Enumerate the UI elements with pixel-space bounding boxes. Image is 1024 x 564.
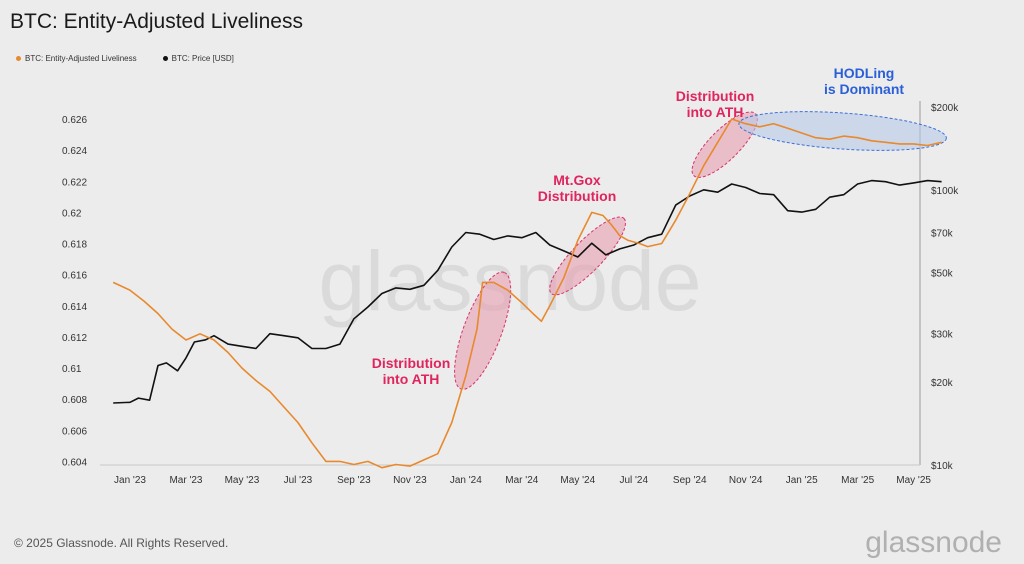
annotation-label-2-line-1: into ATH (687, 104, 744, 120)
annotation-label-3-line-0: HODLing (834, 65, 895, 81)
y-left-tick-label-8: 0.62 (62, 208, 82, 219)
annotation-label-1-line-0: Mt.Gox (553, 172, 601, 188)
annotation-label-0-line-0: Distribution (372, 355, 451, 371)
legend-label-liveliness: BTC: Entity-Adjusted Liveliness (25, 54, 137, 63)
y-left-tick-label-2: 0.608 (62, 395, 87, 406)
y-right-tick-label-4: $70k (931, 228, 954, 239)
x-tick-label-14: May '25 (896, 475, 931, 486)
copyright-text: © 2025 Glassnode. All Rights Reserved. (14, 536, 229, 550)
legend: BTC: Entity-Adjusted Liveliness BTC: Pri… (16, 54, 234, 63)
annotation-label-3-line-1: is Dominant (824, 81, 904, 97)
annotation-label-1-line-1: Distribution (538, 188, 617, 204)
y-right-tick-label-2: $30k (931, 330, 954, 341)
x-tick-label-3: Jul '23 (284, 475, 313, 486)
y-left-tick-label-6: 0.616 (62, 271, 87, 282)
x-tick-label-7: Mar '24 (505, 475, 538, 486)
y-right-tick-label-3: $50k (931, 269, 954, 280)
x-tick-label-10: Sep '24 (673, 475, 707, 486)
legend-dot-price (162, 56, 168, 61)
legend-label-price: BTC: Price [USD] (171, 54, 234, 63)
brand-logo-text: glassnode (865, 526, 1002, 559)
y-left-tick-label-9: 0.622 (62, 177, 87, 188)
y-left-tick-label-3: 0.61 (62, 364, 82, 375)
x-tick-label-5: Nov '23 (393, 475, 427, 486)
x-tick-label-12: Jan '25 (786, 475, 818, 486)
y-left-tick-label-4: 0.612 (62, 333, 87, 344)
x-tick-label-11: Nov '24 (729, 475, 763, 486)
y-left-tick-label-0: 0.604 (62, 457, 87, 468)
y-right-tick-label-1: $20k (931, 378, 954, 389)
x-tick-label-1: Mar '23 (169, 475, 202, 486)
highlight-ellipse-0 (454, 271, 512, 390)
y-right-tick-label-5: $100k (931, 186, 959, 197)
x-tick-label-13: Mar '25 (841, 475, 874, 486)
legend-item-liveliness[interactable]: BTC: Entity-Adjusted Liveliness (16, 54, 137, 63)
chart-title: BTC: Entity-Adjusted Liveliness (10, 10, 303, 33)
series-line-price (113, 179, 942, 404)
y-left-tick-label-5: 0.614 (62, 302, 87, 313)
x-tick-label-4: Sep '23 (337, 475, 371, 486)
series-line-liveliness (112, 118, 942, 469)
x-tick-label-2: May '23 (225, 475, 260, 486)
x-tick-label-0: Jan '23 (114, 475, 146, 486)
legend-dot-liveliness (16, 56, 21, 61)
x-tick-label-6: Jan '24 (450, 475, 482, 486)
highlight-ellipse-1 (549, 216, 626, 296)
y-left-tick-label-1: 0.606 (62, 426, 87, 437)
x-tick-label-9: Jul '24 (619, 475, 648, 486)
y-right-tick-label-0: $10k (931, 461, 954, 472)
hodl-ellipse (738, 111, 947, 151)
annotation-label-2-line-0: Distribution (676, 88, 755, 104)
y-left-tick-label-7: 0.618 (62, 240, 87, 251)
x-tick-label-8: May '24 (560, 475, 595, 486)
y-left-tick-label-11: 0.626 (62, 115, 87, 126)
y-right-tick-label-6: $200k (931, 103, 959, 114)
annotation-label-0-line-1: into ATH (383, 371, 440, 387)
y-left-tick-label-10: 0.624 (62, 146, 87, 157)
legend-item-price[interactable]: BTC: Price [USD] (162, 54, 234, 63)
